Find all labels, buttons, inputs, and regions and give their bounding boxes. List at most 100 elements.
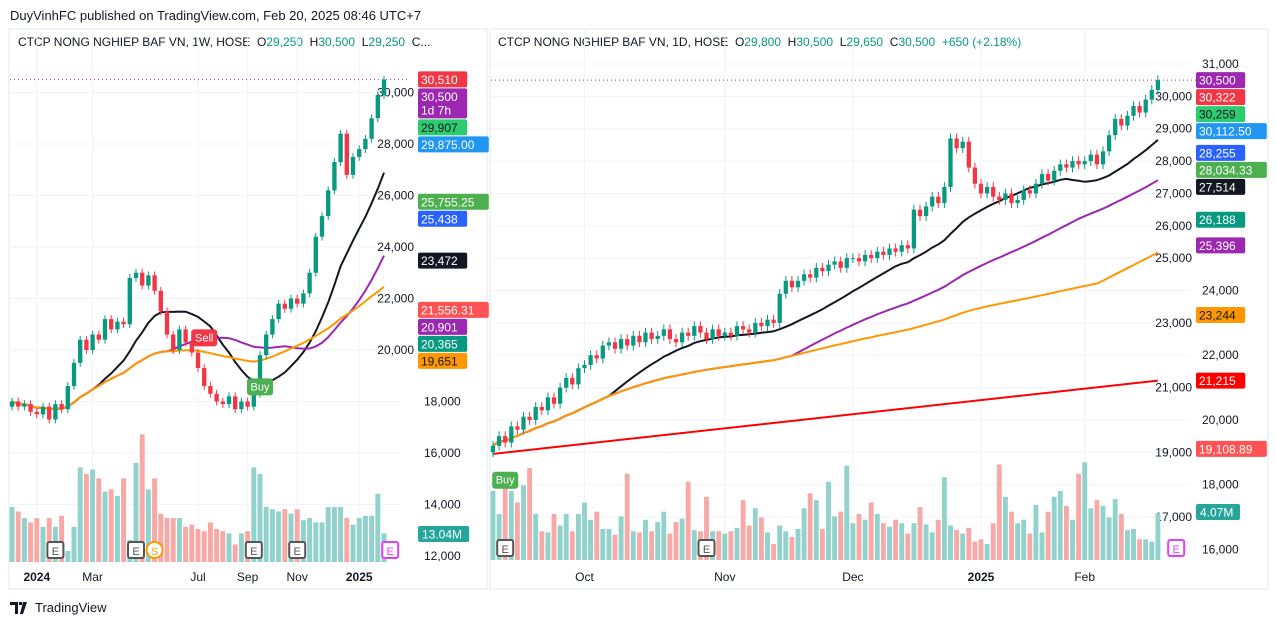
- y-tick-label: 18,000: [424, 395, 461, 409]
- high-label: H: [309, 35, 319, 49]
- volume-bar: [1076, 473, 1082, 560]
- x-tick-label: 2025: [346, 570, 373, 584]
- candle-body: [948, 138, 953, 187]
- candle: [728, 327, 734, 341]
- candle-body: [655, 335, 660, 340]
- signal-label: Buy: [251, 381, 270, 393]
- volume-bar: [838, 511, 844, 560]
- volume-bar: [618, 516, 624, 560]
- candle-body: [899, 245, 904, 252]
- candle: [220, 397, 225, 408]
- price-label-text: 27,514: [1199, 180, 1236, 194]
- candle-body: [350, 156, 356, 175]
- moving-average-line: [492, 251, 1159, 447]
- candle: [1003, 188, 1008, 205]
- candle-body: [28, 404, 33, 412]
- candle: [643, 327, 648, 348]
- volume-bar: [636, 532, 642, 560]
- volume-bar: [862, 519, 868, 560]
- candle-body: [369, 118, 374, 139]
- y-tick-label: 30,000: [377, 86, 414, 100]
- candle: [1155, 75, 1161, 95]
- candle-body: [121, 321, 126, 325]
- volume-bar: [978, 539, 984, 560]
- volume-bar: [887, 526, 892, 560]
- candle: [905, 240, 910, 254]
- volume-bar: [502, 473, 508, 560]
- open-label: O: [256, 35, 267, 49]
- candle-body: [270, 319, 275, 335]
- candle-body: [1021, 190, 1026, 200]
- volume-bar: [569, 531, 575, 560]
- candle-body: [972, 167, 978, 184]
- volume-bar: [1100, 505, 1106, 560]
- publisher-line: DuyVinhFC published on TradingView.com, …: [10, 8, 422, 23]
- candle: [673, 334, 679, 348]
- price-label-text: 30,500: [421, 90, 458, 104]
- candle: [326, 186, 331, 220]
- volume-bar: [1082, 462, 1088, 560]
- volume-bar: [685, 481, 691, 560]
- candle: [96, 330, 101, 344]
- price-label-text: 21,556.31: [421, 303, 475, 317]
- candle-body: [1064, 164, 1069, 168]
- volume-bar: [521, 485, 526, 560]
- volume-bar: [1039, 532, 1045, 560]
- daily-chart-pane[interactable]: [489, 28, 1269, 590]
- volume-bar: [514, 502, 520, 560]
- y-tick-label: 29,000: [1155, 122, 1192, 136]
- candle-body: [47, 406, 52, 420]
- volume-bar: [201, 531, 207, 562]
- candle-body: [570, 377, 575, 385]
- volume-bar: [83, 474, 89, 562]
- candle-body: [991, 186, 996, 197]
- candle-body: [930, 196, 935, 207]
- candle-body: [728, 332, 734, 336]
- candle-body: [202, 368, 207, 387]
- candle: [887, 243, 892, 260]
- symbol-title[interactable]: CTCP NONG NGHIEP BAF VN, 1D, HOSE: [498, 35, 729, 49]
- candle: [1045, 169, 1051, 186]
- volume-bar: [176, 518, 182, 562]
- candle-body: [832, 261, 837, 265]
- volume-bar: [746, 525, 752, 560]
- volume-bar: [600, 528, 606, 560]
- candle-body: [1045, 174, 1051, 181]
- x-tick-label: Dec: [842, 570, 863, 584]
- y-tick-label: 26,000: [377, 189, 414, 203]
- volume-bar: [1094, 500, 1100, 560]
- y-tick-label: 20,000: [377, 343, 414, 357]
- volume-label-text: 4.07M: [1200, 506, 1233, 520]
- candle-body: [747, 329, 752, 333]
- candle: [637, 330, 642, 348]
- candle: [740, 321, 746, 335]
- volume-bar: [801, 508, 807, 560]
- volume-bar: [251, 467, 257, 562]
- candle-body: [1076, 161, 1081, 165]
- candle: [202, 364, 207, 390]
- candle-body: [239, 401, 244, 410]
- candle: [102, 315, 108, 344]
- tradingview-logo-icon: [10, 601, 27, 614]
- candle-body: [251, 393, 256, 407]
- candle: [777, 288, 782, 328]
- volume-bar: [1106, 517, 1112, 560]
- volume-bar: [232, 544, 238, 562]
- volume-bar: [139, 434, 145, 562]
- y-tick-label: 25,000: [1155, 251, 1192, 265]
- candle: [521, 411, 526, 435]
- candle-body: [667, 329, 673, 340]
- volume-bar: [856, 514, 862, 560]
- volume-bar: [661, 511, 667, 560]
- close-value: 30,500: [898, 35, 936, 49]
- candle-body: [966, 141, 971, 168]
- candle-body: [319, 216, 325, 237]
- candle: [747, 324, 752, 338]
- candle-body: [127, 277, 132, 325]
- x-tick-label: 2025: [968, 570, 995, 584]
- symbol-title[interactable]: CTCP NONG NGHIEP BAF VN, 1W, HOSE: [18, 35, 251, 49]
- low-value: 29,650: [846, 35, 884, 49]
- y-tick-label: 24,000: [1202, 284, 1239, 298]
- signal-label: Buy: [496, 475, 515, 487]
- candle-body: [1149, 89, 1154, 100]
